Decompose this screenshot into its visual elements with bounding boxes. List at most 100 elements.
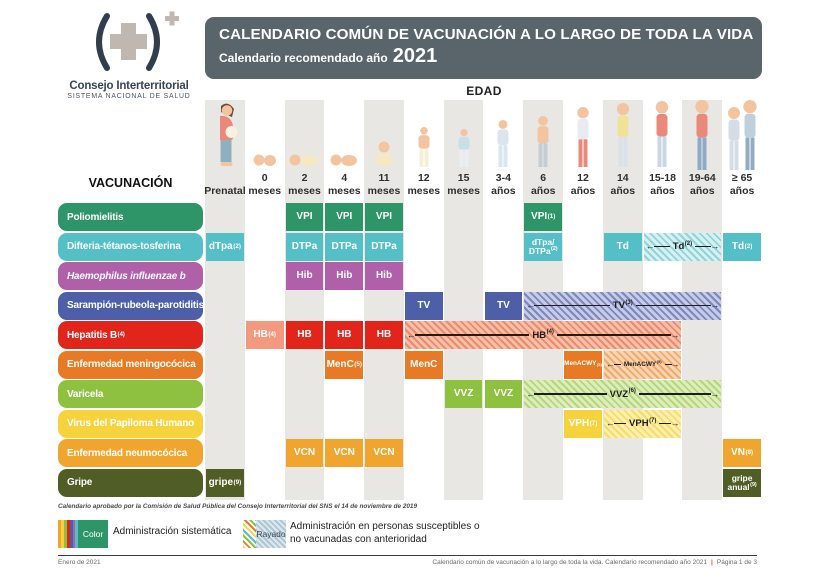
band-label: TV(3) [612, 299, 633, 311]
arrow-left-icon: ← [526, 388, 536, 399]
cell-enfermedad-neumococica-col3: VCN [325, 439, 364, 467]
cell-difteria-tetanos-tosferina-col0: dTpa (2) [206, 232, 244, 261]
cell-gripe-col13: gripe anual(9) [723, 468, 761, 497]
cell-enfermedad-neumococica-col13: VN (8) [723, 439, 761, 467]
cell-enfermedad-meningococica-col9: MenACWY (5) [564, 350, 602, 379]
column-stripe [205, 100, 245, 500]
arrow-right-icon: → [710, 388, 720, 399]
age-column-label: 11 meses [367, 172, 401, 197]
age-axis-title: EDAD [466, 84, 502, 98]
cell-difteria-tetanos-tosferina-col10: Td [603, 232, 642, 261]
cell-haemophilus-influenzae-b-col2: Hib [285, 262, 324, 290]
cell-hepatitis-b-col3: HB [325, 321, 364, 349]
age-column-label: 4 meses [327, 172, 361, 197]
baby-lying-icon [288, 100, 321, 169]
cell-sarampion-rubeola-parotiditis-col7: TV [484, 291, 523, 320]
age-column-label: ≥ 65 años [729, 172, 755, 197]
cell-sarampion-rubeola-parotiditis-col5: TV [404, 291, 443, 320]
org-subtitle: SISTEMA NACIONAL DE SALUD [67, 93, 191, 100]
age-column-label: 6 años [530, 172, 556, 197]
age-column-header-11-meses: 11 meses [364, 100, 404, 198]
band-label: VPH(7) [629, 417, 657, 429]
age-column-header-15-meses: 15 meses [444, 100, 484, 198]
teenager-icon [611, 100, 635, 169]
band-virus-del-papiloma-humano: ← VPH(7) → [603, 409, 682, 438]
elderly-couple-icon [724, 100, 760, 172]
approval-footnote: Calendario aprobado por la Comisión de S… [58, 503, 418, 510]
cell-difteria-tetanos-tosferina-col4: DTPa [365, 232, 403, 261]
cell-difteria-tetanos-tosferina-col8: dTpa/DTPa(2) [524, 232, 563, 261]
rayado-legend-box: Rayado [256, 520, 286, 548]
age-column-label: Prenatal [204, 185, 246, 197]
pregnant-woman-icon [210, 100, 240, 169]
age-column-header-12-meses: 12 meses [404, 100, 444, 198]
age-column-header-3-4-años: 3-4 años [484, 100, 524, 198]
arrow-right-icon: → [710, 300, 720, 310]
baby-sitting-icon [373, 100, 395, 169]
age-column-header-Prenatal: Prenatal [204, 100, 246, 198]
rayado-legend-swatch-stripes [243, 520, 256, 548]
row-label-enfermedad-neumococica: Enfermedad neumocócica [58, 439, 203, 467]
arrow-right-icon: → [710, 241, 720, 251]
child-icon [491, 100, 515, 169]
band-label: Td(2) [672, 240, 693, 252]
arrow-left-icon: ← [605, 359, 615, 369]
age-column-header-14-años: 14 años [603, 100, 643, 198]
color-legend-swatch-stripes [58, 520, 78, 548]
band-enfermedad-meningococica: ← MenACWY(5) → [603, 350, 682, 379]
arrow-right-icon: → [670, 418, 680, 428]
age-column-header-2-meses: 2 meses [285, 100, 325, 198]
cell-hepatitis-b-col2: HB [285, 321, 324, 349]
toddler-standing-icon [412, 100, 436, 169]
calendar-year: 2021 [392, 45, 438, 67]
row-label-varicela: Varicela [58, 380, 203, 408]
title-bar: CALENDARIO COMÚN DE VACUNACIÓN A LO LARG… [205, 17, 762, 79]
arrow-left-icon: ← [406, 329, 416, 340]
age-column-label: 19-64 años [688, 172, 716, 197]
arrow-left-icon: ← [526, 300, 536, 310]
row-label-enfermedad-meningococica: Enfermedad meningocócica [58, 350, 203, 379]
arrow-right-icon: → [670, 359, 680, 369]
cell-difteria-tetanos-tosferina-col2: DTPa [285, 232, 324, 261]
age-column-label: 15-18 años [649, 172, 676, 197]
band-label: MenACWY(5) [623, 358, 662, 368]
row-label-sarampion-rubeola-parotiditis: Sarampión-rubeola-parotiditis [58, 291, 204, 320]
newborn-baby-icon [252, 100, 278, 169]
toddler-icon [452, 100, 476, 169]
cell-haemophilus-influenzae-b-col3: Hib [325, 262, 364, 290]
footer-date: Enero de 2021 [58, 559, 101, 566]
age-column-label: 15 meses [447, 172, 480, 197]
page-title: CALENDARIO COMÚN DE VACUNACIÓN A LO LARG… [219, 26, 754, 43]
age-column-header-6-años: 6 años [523, 100, 563, 198]
arrow-left-icon: ← [645, 241, 655, 251]
age-column-label: 2 meses [288, 172, 321, 197]
cell-gripe-col0: gripe (9) [206, 468, 244, 497]
cell-varicela-col6: VVZ [444, 380, 483, 408]
band-label: VVZ(6) [609, 388, 636, 400]
row-label-hepatitis-b: Hepatitis B (4) [58, 321, 203, 349]
preteen-icon [571, 100, 595, 169]
age-column-header-0-meses: 0 meses [245, 100, 285, 198]
age-column-header-15-18-años: 15-18 años [643, 100, 683, 198]
age-column-label: 14 años [610, 172, 636, 197]
cell-hepatitis-b-col1: HB (4) [245, 321, 284, 349]
row-label-poliomielitis: Poliomielitis [58, 203, 203, 231]
infant-lying-icon [329, 100, 359, 169]
row-label-haemophilus-influenzae-b: Haemophilus influenzae b [58, 262, 203, 290]
sns-logo: Consejo Interterritorial SISTEMA NACIONA… [56, 10, 202, 100]
cell-difteria-tetanos-tosferina-col3: DTPa [325, 232, 364, 261]
vaccination-axis-title: VACUNACIÓN [88, 176, 173, 190]
cell-difteria-tetanos-tosferina-col13: Td (2) [723, 232, 761, 261]
age-column-header-12-años: 12 años [563, 100, 603, 198]
age-column-header-4-meses: 4 meses [324, 100, 364, 198]
band-varicela: ← VVZ(6) → [524, 380, 722, 408]
band-hepatitis-b: ← HB(4) → [404, 321, 682, 349]
column-stripe [284, 100, 325, 500]
age-column-label: 3-4 años [491, 172, 516, 197]
color-legend-box: Color [78, 520, 108, 548]
young-adult-icon [650, 100, 674, 169]
row-label-gripe: Gripe [58, 468, 203, 497]
age-column-label: 12 años [570, 172, 596, 197]
cell-poliomielitis-col2: VPI [285, 203, 324, 231]
